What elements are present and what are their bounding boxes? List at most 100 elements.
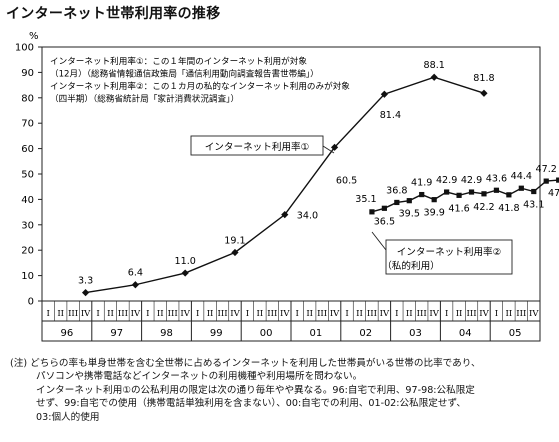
callout-label-1: インターネット利用率① <box>205 141 310 153</box>
data-point <box>481 191 487 197</box>
data-point <box>518 185 524 191</box>
callout-box-1 <box>190 135 324 156</box>
data-label: 19.1 <box>224 235 245 246</box>
data-label: 43.6 <box>486 173 507 184</box>
x-tick-label-quarter: II <box>356 309 363 319</box>
x-tick-label-quarter: III <box>516 309 526 319</box>
y-tick-label: 60 <box>21 144 34 155</box>
x-tick-label-quarter: III <box>168 309 178 319</box>
page-title: インターネット世帯利用率の推移 <box>6 6 221 22</box>
x-tick-label-year: 02 <box>359 328 372 339</box>
legend-line: （12月）（総務省情報通信政策局「通信利用動向調査報告書世帯編」） <box>50 68 319 80</box>
x-tick-label-quarter: I <box>246 309 249 319</box>
x-tick-label-quarter: IV <box>380 309 390 319</box>
data-point <box>380 90 388 98</box>
data-label: 3.3 <box>78 276 93 287</box>
x-tick-label-quarter: I <box>345 309 348 319</box>
data-label: 41.6 <box>448 203 469 214</box>
data-label: 42.9 <box>436 175 457 186</box>
data-point <box>493 187 500 193</box>
series-callouts: インターネット利用率① インターネット利用率② （私的利用） <box>190 135 513 275</box>
x-tick-label-year: 05 <box>509 328 522 339</box>
data-point <box>456 192 462 198</box>
footnote-line: インターネット利用①の公私利用の限定は次の通り毎年やや異なる。96:自宅で利用、… <box>36 384 475 396</box>
data-point <box>543 178 549 184</box>
data-point <box>480 89 488 97</box>
x-tick-label-quarter: I <box>146 309 149 319</box>
x-tick-label-quarter: I <box>395 309 398 319</box>
data-label: 43.1 <box>523 200 544 211</box>
data-label: 60.5 <box>336 175 357 186</box>
data-label: 36.5 <box>374 216 395 227</box>
x-tick-label-quarter: IV <box>529 309 539 319</box>
data-label: 81.8 <box>473 73 494 84</box>
data-label: 39.9 <box>423 208 444 219</box>
y-tick-label: 10 <box>21 271 34 282</box>
footnote-line: パソコンや携帯電話などインターネットの利用機種や利用場所を問わない。 <box>36 371 363 383</box>
data-label: 36.8 <box>386 185 407 196</box>
x-tick-label-year: 97 <box>110 328 123 339</box>
x-tick-label-quarter: I <box>296 309 299 319</box>
data-point <box>369 209 375 215</box>
x-tick-label-quarter: III <box>317 309 327 319</box>
y-tick-label: 70 <box>21 119 34 130</box>
x-tick-label-quarter: II <box>406 309 413 319</box>
callout-pointer-2 <box>371 231 387 251</box>
x-tick-label-year: 04 <box>459 328 472 339</box>
footnotes: (注) どちらの率も単身世帯を含む全世帯に占めるインターネットを利用した世帯員が… <box>10 357 555 424</box>
data-label: 41.8 <box>498 203 519 214</box>
data-label: 42.9 <box>461 175 482 186</box>
data-point <box>330 143 339 151</box>
data-label: 44.4 <box>511 171 532 182</box>
x-tick-label-quarter: I <box>445 309 448 319</box>
y-tick-label: 100 <box>15 43 34 54</box>
x-tick-label-quarter: IV <box>180 309 190 319</box>
x-tick-label-quarter: III <box>367 309 377 319</box>
footnote-line: (注) どちらの率も単身世帯を含む全世帯に占めるインターネットを利用した世帯員が… <box>10 358 481 369</box>
data-label: 39.5 <box>399 209 420 220</box>
data-point <box>431 197 437 203</box>
x-tick-label-quarter: IV <box>230 309 240 319</box>
x-tick-label-quarter: IV <box>131 309 141 319</box>
y-axis-unit: % <box>29 31 39 42</box>
data-label: 35.1 <box>355 194 376 205</box>
x-tick-label-quarter: IV <box>280 309 290 319</box>
data-label: 6.4 <box>128 268 143 279</box>
x-tick-label-quarter: II <box>207 309 214 319</box>
x-tick-label-quarter: III <box>68 309 78 319</box>
data-label: 47.6 <box>548 188 559 199</box>
y-tick-label: 20 <box>21 246 34 257</box>
data-label: 42.2 <box>473 202 494 213</box>
data-point <box>506 192 512 198</box>
data-point <box>531 188 537 195</box>
callout-label-2: インターネット利用率② <box>397 246 502 258</box>
callout-sublabel-2: （私的利用） <box>382 260 440 272</box>
callout-pointer-1 <box>322 145 335 154</box>
y-tick-label: 50 <box>21 170 34 181</box>
data-point <box>381 205 387 211</box>
data-label: 47.2 <box>536 164 557 175</box>
chart-legend: インターネット利用率①：この１年間のインターネット利用が対象（12月）（総務省情… <box>50 55 350 105</box>
x-tick-label-quarter: I <box>495 309 498 319</box>
legend-line: （四半期）（総務省統計局「家計消費状況調査」） <box>50 93 239 105</box>
data-point <box>419 191 425 198</box>
legend-line: インターネット利用率②：この１カ月の私的なインターネット利用のみが対象 <box>50 80 350 92</box>
x-tick-label-quarter: III <box>466 309 476 319</box>
x-tick-label-quarter: III <box>417 309 427 319</box>
data-label: 11.0 <box>174 256 195 267</box>
x-tick-label-quarter: IV <box>81 309 91 319</box>
data-point <box>181 269 189 277</box>
data-point <box>281 211 289 219</box>
y-tick-label: 30 <box>21 220 34 231</box>
data-point <box>556 177 559 183</box>
data-point <box>468 189 475 195</box>
x-tick-label-quarter: IV <box>330 309 340 319</box>
data-point <box>131 281 139 289</box>
x-tick-label-year: 98 <box>160 328 173 339</box>
x-tick-label-quarter: II <box>506 309 513 319</box>
x-tick-label-quarter: I <box>47 309 50 319</box>
x-tick-label-year: 00 <box>260 328 273 339</box>
callout-box-2 <box>385 239 513 275</box>
